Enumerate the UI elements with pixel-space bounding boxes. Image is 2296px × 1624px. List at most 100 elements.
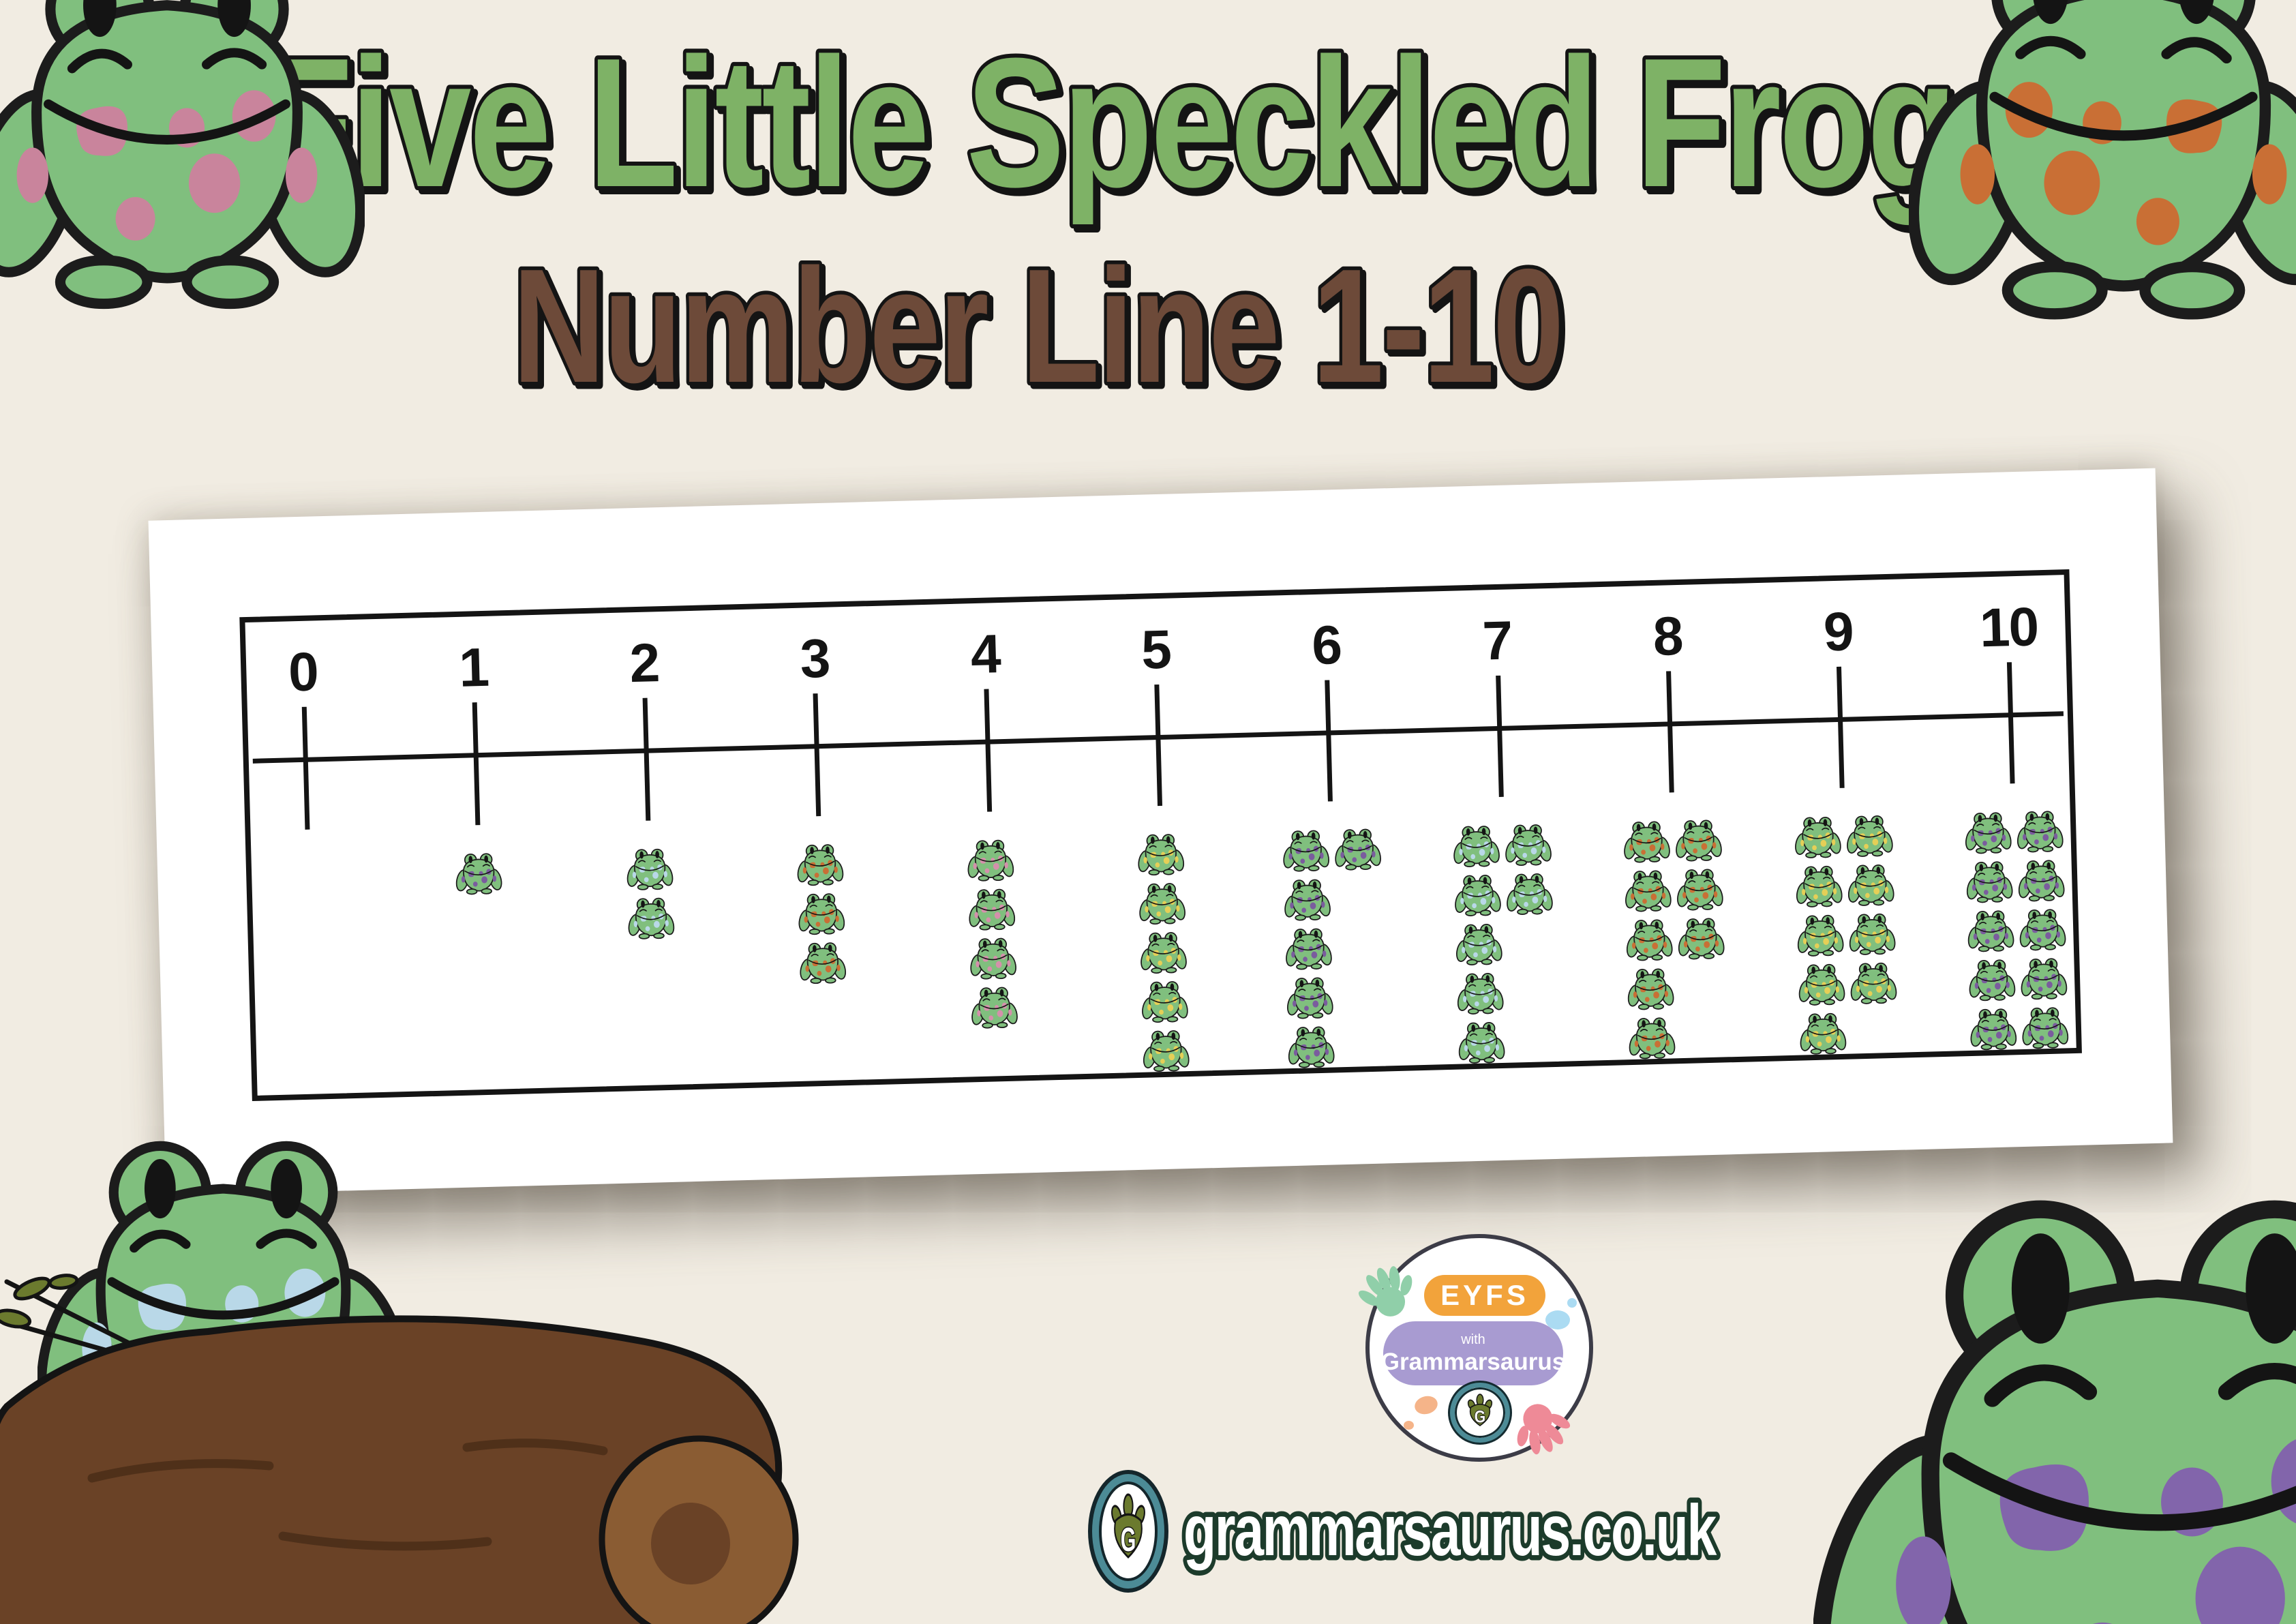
frog-icon (626, 847, 674, 891)
leaf-icon (0, 1274, 79, 1329)
frog-row (1138, 832, 1185, 876)
frog-row (1453, 823, 1552, 868)
frog-icon (2019, 907, 2066, 951)
badge-eyfs-label: EYFS (1440, 1279, 1529, 1311)
frog-row (967, 839, 1014, 882)
frog-icon (968, 888, 1016, 931)
page-title-shadow: Five Little Speckled Frogs (267, 25, 2039, 230)
frog-icon (969, 937, 1017, 980)
tick-mark (984, 689, 992, 812)
frog-icon (1455, 922, 1503, 966)
frog-icon (1966, 860, 2014, 903)
number-label: 5 (1141, 618, 1171, 680)
badge-with-label: with (1461, 1332, 1485, 1347)
number-label: 2 (629, 632, 660, 694)
frog-icon (1848, 912, 1896, 956)
frog-group (285, 856, 331, 858)
frog-icon (796, 843, 844, 886)
frog-row (1287, 1023, 1387, 1068)
frog-icon (2020, 957, 2068, 1000)
frog-group (455, 852, 503, 895)
frog-row (1623, 818, 1723, 863)
number-label: 0 (288, 641, 318, 703)
frog-icon (1140, 931, 1188, 974)
number-label: 10 (1978, 596, 2039, 659)
frog-row (1282, 828, 1382, 873)
tick-mark (642, 697, 651, 821)
frog-icon (1968, 958, 2016, 1002)
frog-icon (1629, 1016, 1676, 1059)
frog-icon (1969, 1007, 2017, 1051)
frog-row (1457, 970, 1556, 1015)
frog-icon (1967, 909, 2014, 952)
page-subtitle: Number Line 1-10 (513, 236, 1562, 417)
badge-eyfs-pill: EYFS (1424, 1275, 1545, 1316)
number-label: 1 (458, 636, 489, 698)
frog-row (1141, 980, 1189, 1023)
frog-row (626, 847, 674, 891)
headline: Five Little Speckled Frogs Five Little S… (258, 16, 2046, 424)
number-column-7: 7 (1445, 609, 1559, 1064)
eyfs-badge: EYFS with Grammarsaurus G (1358, 1234, 1593, 1462)
tick-mark (1154, 684, 1162, 807)
frog-icon (1796, 914, 1844, 957)
frog-row (1627, 965, 1727, 1010)
frog-icon (627, 897, 675, 940)
frog-icon (1678, 916, 1725, 960)
tick-mark (301, 706, 309, 830)
frog-icon (799, 941, 847, 984)
frog-row (1798, 961, 1897, 1006)
frog-row (1458, 1019, 1558, 1064)
frog-row (968, 888, 1016, 931)
frog-icon (1799, 1012, 1847, 1055)
frog-row (1968, 957, 2068, 1002)
frog-row (1965, 809, 2064, 854)
frog-icon (971, 986, 1018, 1029)
paint-blob-icon (1567, 1298, 1577, 1308)
frog-icon (1284, 878, 1331, 922)
frog-group (1794, 814, 1898, 1055)
frog-icon (1847, 863, 1894, 907)
frog-icon (1795, 864, 1843, 908)
number-column-9: 9 (1786, 600, 1900, 1055)
frog-icon (2016, 809, 2064, 853)
tick-mark (1325, 680, 1333, 802)
number-line-card: 0 1 2 (148, 468, 2173, 1196)
grammarsaurus-footprint-logo: G (1099, 1482, 1158, 1581)
frog-group (1453, 823, 1557, 1064)
frog-icon (1849, 961, 1897, 1005)
frog-icon (1627, 967, 1675, 1010)
frog-group (1282, 828, 1387, 1069)
number-column-3: 3 (763, 627, 877, 1082)
number-label: 3 (799, 627, 830, 689)
grammarsaurus-footprint-logo: G (1450, 1383, 1510, 1443)
frog-icon (798, 892, 845, 935)
number-label: 4 (969, 623, 1001, 685)
frog-row (1138, 882, 1186, 925)
frog-icon (1458, 1021, 1506, 1064)
number-column-6: 6 (1275, 614, 1389, 1069)
paint-blob-icon (1404, 1421, 1414, 1430)
frog-icon (1138, 832, 1185, 876)
number-line-columns: 0 1 2 (245, 575, 2076, 1096)
speckled-frog-illustration-top-left (0, 0, 365, 314)
tick-mark (1495, 675, 1504, 798)
number-column-4: 4 (933, 622, 1047, 1078)
number-label: 6 (1311, 614, 1342, 676)
frog-icon (1143, 1029, 1190, 1072)
frog-row (969, 937, 1017, 980)
frog-icon (1138, 882, 1186, 925)
frog-row (1799, 1010, 1899, 1055)
frog-row (1629, 1014, 1728, 1059)
frog-icon (1286, 976, 1333, 1019)
speckled-frog-illustration-bottom-right (1813, 1185, 2296, 1624)
frog-row (1966, 858, 2066, 903)
frog-icon (1625, 869, 1672, 912)
frog-row (796, 843, 844, 886)
frog-icon (1506, 872, 1554, 916)
handprint-icon (1346, 1253, 1428, 1335)
website-url: grammarsaurus.co.uk (1179, 1486, 1723, 1576)
frog-row (971, 986, 1018, 1029)
frog-icon (1623, 819, 1671, 863)
frog-icon (1505, 823, 1552, 867)
